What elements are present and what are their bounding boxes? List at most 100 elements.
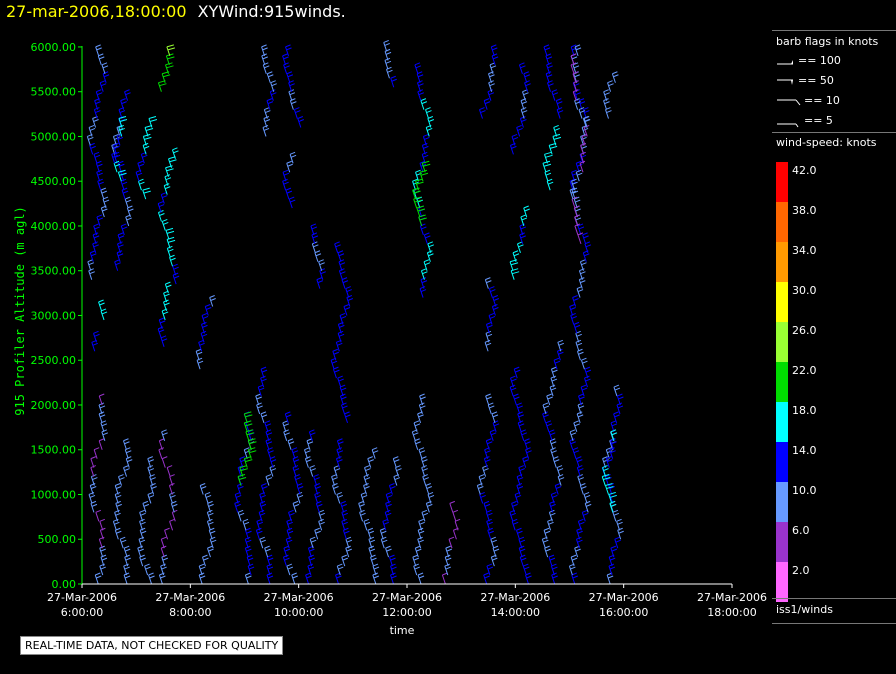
wind-barb — [414, 62, 422, 74]
colorbar-cell — [776, 442, 788, 482]
wind-barb — [120, 98, 127, 110]
wind-barb — [172, 263, 179, 276]
wind-barb — [161, 429, 168, 441]
wind-barb — [572, 447, 580, 459]
wind-barb — [393, 474, 401, 486]
wind-barb — [262, 124, 270, 137]
wind-barb — [449, 500, 456, 513]
wind-barb — [569, 429, 577, 441]
wind-barb — [575, 169, 583, 182]
wind-barb — [519, 223, 527, 236]
wind-barb — [579, 160, 586, 173]
wind-barb — [358, 500, 365, 513]
colorbar-label: 30.0 — [792, 284, 817, 297]
wind-barb — [578, 393, 585, 406]
wind-barb — [612, 509, 620, 522]
wind-barb — [118, 474, 125, 486]
wind-barb — [522, 563, 530, 576]
wind-barb — [389, 554, 396, 567]
wind-barb — [543, 527, 551, 540]
wind-barb — [551, 89, 559, 101]
data-source-label: iss1/winds — [776, 603, 833, 616]
wind-barb — [234, 491, 242, 504]
wind-barb — [314, 527, 321, 540]
colorbar-cell — [776, 322, 788, 362]
wind-barb — [171, 509, 178, 522]
wind-barb — [119, 536, 127, 549]
wind-barb — [485, 393, 492, 406]
wind-barb — [484, 339, 492, 352]
wind-barb — [160, 536, 167, 549]
wind-barb — [421, 142, 429, 155]
wind-barb — [520, 214, 528, 227]
wind-barb — [523, 71, 530, 83]
wind-barb — [488, 312, 496, 325]
wind-barb — [337, 250, 345, 262]
wind-barb — [516, 527, 523, 540]
wind-barb — [112, 142, 120, 155]
wind-barb — [555, 98, 563, 110]
wind-barb — [125, 456, 133, 468]
y-tick-label: 3500.00 — [31, 265, 77, 278]
wind-barb — [385, 491, 393, 504]
wind-barb — [544, 151, 553, 164]
wind-barb — [243, 456, 253, 468]
wind-barb — [578, 268, 586, 280]
wind-barb — [282, 554, 290, 567]
wind-barb — [144, 563, 151, 576]
wind-barb — [610, 438, 617, 450]
wind-barb — [288, 509, 295, 522]
wind-barb — [260, 483, 268, 495]
wind-barb — [576, 465, 584, 477]
wind-speed-heading: wind-speed: knots — [776, 136, 877, 149]
axes-layer: 0.00 500.00 1000.00 1500.00 2000.00 2500.00 30… — [13, 41, 767, 637]
x-tick-date: 27-Mar-2006 — [372, 591, 442, 604]
wind-barb — [522, 456, 529, 468]
wind-barb — [610, 545, 618, 558]
wind-barb — [244, 572, 252, 585]
wind-barb — [584, 500, 592, 513]
wind-barb — [258, 509, 266, 522]
wind-barb — [570, 312, 577, 325]
wind-barb — [545, 71, 553, 83]
wind-barb — [519, 116, 527, 128]
wind-barb — [124, 89, 131, 101]
wind-barb — [550, 447, 557, 459]
wind-barb — [200, 321, 208, 334]
wind-barb — [122, 438, 130, 450]
colorbar-cell — [776, 402, 788, 442]
wind-barb — [160, 563, 167, 576]
colorbar-label: 10.0 — [792, 484, 817, 497]
wind-barb — [335, 456, 343, 468]
wind-barb — [209, 295, 216, 307]
wind-barb — [307, 563, 315, 576]
wind-barb — [382, 518, 389, 531]
wind-barb — [368, 536, 376, 549]
wind-barb — [576, 411, 584, 424]
wind-barb — [478, 474, 486, 486]
wind-barb — [581, 509, 589, 522]
wind-barb — [98, 536, 105, 549]
wind-barb — [338, 259, 346, 271]
wind-barb — [420, 277, 428, 289]
wind-barb — [95, 44, 102, 57]
colorbar-label: 26.0 — [792, 324, 817, 337]
wind-barb — [114, 259, 121, 271]
wind-barb — [602, 465, 609, 477]
wind-barb — [319, 268, 326, 280]
wind-barb — [96, 214, 104, 227]
wind-barb — [444, 554, 452, 567]
x-tick-time: 6:00:00 — [61, 606, 103, 619]
wind-barb — [577, 474, 584, 486]
barb-flags-heading: barb flags in knots — [776, 35, 879, 48]
wind-barb — [247, 438, 257, 450]
wind-barb — [556, 348, 564, 361]
wind-barb — [117, 241, 124, 253]
wind-barb — [160, 192, 168, 204]
wind-barb — [234, 500, 241, 513]
wind-barb — [201, 312, 209, 325]
wind-barb — [546, 393, 553, 406]
y-tick-label: 4500.00 — [31, 175, 77, 188]
wind-barb — [584, 375, 591, 388]
wind-barb — [542, 160, 552, 173]
